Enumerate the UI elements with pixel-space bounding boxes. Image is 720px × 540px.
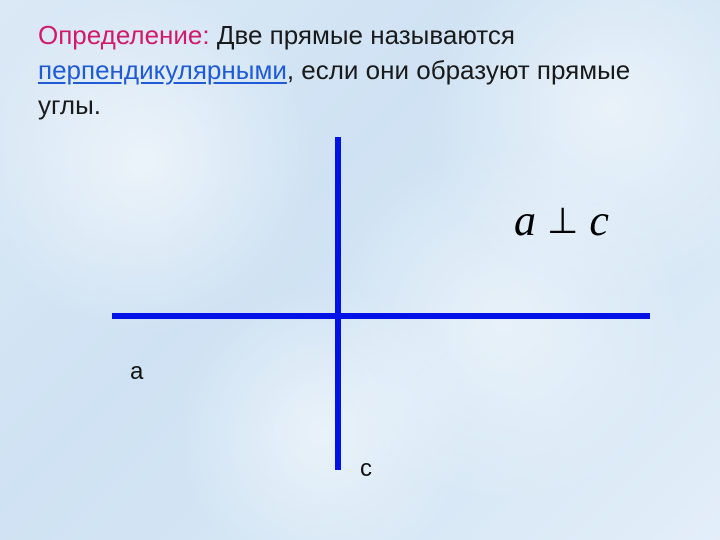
- label-a: a: [130, 358, 143, 386]
- horizontal-line: [112, 313, 650, 319]
- formula-a: a: [514, 196, 536, 245]
- definition-label: Определение:: [38, 20, 210, 50]
- label-c: c: [360, 455, 372, 483]
- slide: Определение: Две прямые называются перпе…: [0, 0, 720, 540]
- perpendicular-symbol: ⊥: [547, 201, 578, 241]
- perpendicular-word: перпендикулярными: [38, 55, 287, 85]
- definition-text: Определение: Две прямые называются перпе…: [38, 18, 678, 123]
- vertical-line: [335, 137, 341, 470]
- definition-part1: Две прямые называются: [210, 20, 515, 50]
- formula-c: c: [589, 196, 609, 245]
- perpendicular-formula: a ⊥ c: [514, 195, 609, 246]
